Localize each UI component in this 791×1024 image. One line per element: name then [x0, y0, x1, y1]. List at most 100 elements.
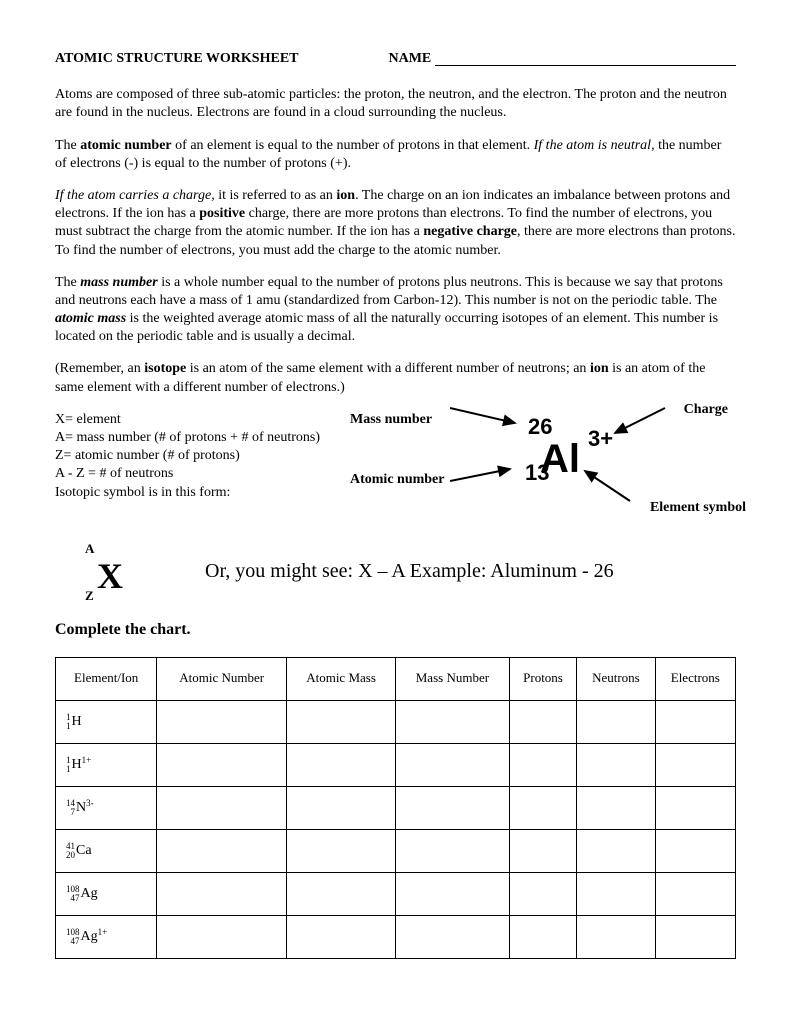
isotope-template: A X Z — [55, 541, 165, 600]
table-row: 147N3- — [56, 786, 736, 829]
def-z: Z= atomic number (# of protons) — [55, 447, 350, 465]
paragraph-isotope: (Remember, an isotope is an atom of the … — [55, 360, 736, 396]
term-positive: positive — [199, 206, 245, 221]
cell-blank[interactable] — [395, 743, 509, 786]
cell-blank[interactable] — [395, 829, 509, 872]
arrow-atno-icon — [450, 461, 525, 491]
term-isotope: isotope — [144, 361, 186, 376]
cell-blank[interactable] — [509, 829, 576, 872]
term-negative-charge: negative charge — [423, 224, 517, 239]
worksheet-header: ATOMIC STRUCTURE WORKSHEET NAME — [55, 50, 736, 68]
term-ion2: ion — [590, 361, 609, 376]
cell-blank[interactable] — [287, 786, 396, 829]
text: (Remember, an — [55, 361, 144, 376]
cell-blank[interactable] — [395, 915, 509, 958]
cell-blank[interactable] — [287, 700, 396, 743]
cell-blank[interactable] — [509, 743, 576, 786]
template-z: Z — [85, 588, 94, 605]
cell-blank[interactable] — [157, 786, 287, 829]
def-a: A= mass number (# of protons + # of neut… — [55, 429, 350, 447]
cell-element: 4120Ca — [56, 829, 157, 872]
def-x: X= element — [55, 411, 350, 429]
example-atomic-number: 13 — [525, 459, 549, 488]
notation-template-row: A X Z Or, you might see: X – A Example: … — [55, 541, 736, 600]
name-blank-line[interactable] — [435, 50, 736, 66]
template-a: A — [85, 541, 94, 558]
table-row: 11H1+ — [56, 743, 736, 786]
cell-blank[interactable] — [395, 700, 509, 743]
cell-blank[interactable] — [157, 700, 287, 743]
cell-blank[interactable] — [287, 829, 396, 872]
cell-blank[interactable] — [655, 829, 735, 872]
cell-blank[interactable] — [655, 700, 735, 743]
def-az: A - Z = # of neutrons — [55, 465, 350, 483]
paragraph-ion: If the atom carries a charge, it is refe… — [55, 187, 736, 260]
table-row: 4120Ca — [56, 829, 736, 872]
paragraph-mass-number: The mass number is a whole number equal … — [55, 274, 736, 347]
cell-blank[interactable] — [577, 829, 655, 872]
text-italic: If the atom carries a charge — [55, 188, 211, 203]
text: The — [55, 275, 80, 290]
cell-element: 11H — [56, 700, 157, 743]
worksheet-title: ATOMIC STRUCTURE WORKSHEET — [55, 50, 299, 68]
col-element: Element/Ion — [56, 657, 157, 700]
label-charge: Charge — [684, 401, 728, 419]
table-row: 10847Ag1+ — [56, 915, 736, 958]
term-atomic-number: atomic number — [80, 138, 171, 153]
cell-blank[interactable] — [395, 786, 509, 829]
cell-blank[interactable] — [577, 700, 655, 743]
cell-blank[interactable] — [287, 915, 396, 958]
template-x: X — [97, 553, 123, 600]
text-italic: If the atom is neutral — [534, 138, 651, 153]
cell-blank[interactable] — [509, 786, 576, 829]
table-row: 11H — [56, 700, 736, 743]
text: The — [55, 138, 80, 153]
worksheet-table: Element/Ion Atomic Number Atomic Mass Ma… — [55, 657, 736, 959]
cell-blank[interactable] — [287, 743, 396, 786]
alt-notation-text: Or, you might see: X – A Example: Alumin… — [205, 558, 614, 584]
cell-blank[interactable] — [509, 915, 576, 958]
cell-element: 11H1+ — [56, 743, 157, 786]
cell-element: 147N3- — [56, 786, 157, 829]
term-ion: ion — [336, 188, 355, 203]
cell-blank[interactable] — [287, 872, 396, 915]
table-header-row: Element/Ion Atomic Number Atomic Mass Ma… — [56, 657, 736, 700]
notation-section: X= element A= mass number (# of protons … — [55, 411, 736, 531]
cell-blank[interactable] — [577, 743, 655, 786]
cell-blank[interactable] — [395, 872, 509, 915]
cell-blank[interactable] — [655, 872, 735, 915]
cell-blank[interactable] — [577, 872, 655, 915]
cell-blank[interactable] — [655, 786, 735, 829]
col-mass-number: Mass Number — [395, 657, 509, 700]
arrow-charge-icon — [610, 403, 670, 443]
term-mass-number: mass number — [80, 275, 157, 290]
section-heading: Complete the chart. — [55, 620, 736, 641]
cell-blank[interactable] — [157, 743, 287, 786]
table-row: 10847Ag — [56, 872, 736, 915]
col-atomic-number: Atomic Number — [157, 657, 287, 700]
col-atomic-mass: Atomic Mass — [287, 657, 396, 700]
text: is the weighted average atomic mass of a… — [55, 311, 718, 344]
text: of an element is equal to the number of … — [172, 138, 534, 153]
example-isotope-symbol: Charge 26 3+ Al 13 Element symbol — [470, 411, 736, 531]
definitions: X= element A= mass number (# of protons … — [55, 411, 350, 531]
label-element-symbol: Element symbol — [650, 499, 746, 517]
col-neutrons: Neutrons — [577, 657, 655, 700]
cell-blank[interactable] — [577, 786, 655, 829]
cell-blank[interactable] — [509, 872, 576, 915]
cell-blank[interactable] — [157, 829, 287, 872]
cell-blank[interactable] — [157, 872, 287, 915]
col-electrons: Electrons — [655, 657, 735, 700]
col-protons: Protons — [509, 657, 576, 700]
arrow-mass-icon — [450, 403, 530, 433]
def-form: Isotopic symbol is in this form: — [55, 484, 350, 502]
cell-blank[interactable] — [655, 915, 735, 958]
text: is an atom of the same element with a di… — [186, 361, 590, 376]
name-label: NAME — [389, 50, 432, 68]
cell-blank[interactable] — [655, 743, 735, 786]
cell-blank[interactable] — [577, 915, 655, 958]
cell-blank[interactable] — [157, 915, 287, 958]
paragraph-intro: Atoms are composed of three sub-atomic p… — [55, 86, 736, 122]
cell-blank[interactable] — [509, 700, 576, 743]
cell-element: 10847Ag1+ — [56, 915, 157, 958]
